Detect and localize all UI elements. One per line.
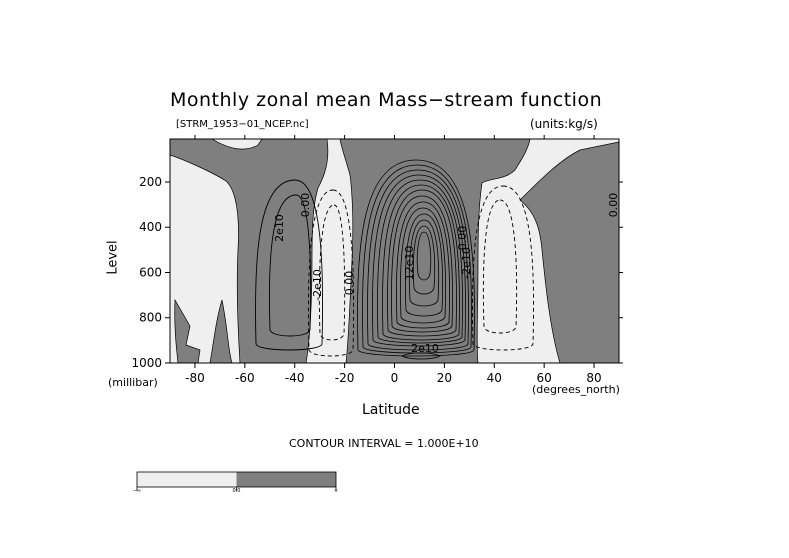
contour-hadley-13	[412, 225, 436, 295]
contour-hadley-3	[367, 169, 469, 351]
x-tick-label: 80	[586, 371, 601, 385]
y-tick-label: 1000	[131, 356, 162, 370]
contour-north-neg-2	[482, 199, 518, 334]
positive-region-south-low	[209, 299, 233, 363]
contour-label-1: 2e10	[273, 214, 286, 242]
contour-hadley-11	[404, 213, 444, 317]
contour-label-6: 0.00	[456, 226, 469, 251]
y-tick-label: 400	[139, 220, 162, 234]
contour-hadley-4	[372, 174, 466, 347]
y-tick-label: 800	[139, 311, 162, 325]
x-tick-label: 40	[487, 371, 502, 385]
y-tick-label: 200	[139, 175, 162, 189]
file-name-label: [STRM_1953−01_NCEP.nc]	[176, 119, 309, 130]
colorbar-label: −∞	[133, 488, 141, 494]
colorbar: −∞ 0.0 ∞	[133, 471, 338, 494]
x-tick-label: -40	[285, 371, 305, 385]
contour-south-pos-2	[268, 194, 312, 337]
y-axis-units: (millibar)	[108, 376, 158, 389]
contour-label-5: 12e10	[403, 246, 416, 281]
contour-hadley-12	[408, 219, 440, 307]
contour-south-neg-2	[318, 204, 346, 341]
x-tick-label: 0	[391, 371, 399, 385]
contour-label-2: 0.00	[299, 193, 312, 218]
x-axis-label: Latitude	[362, 402, 420, 418]
positive-region-north	[519, 141, 619, 363]
x-tick-label: 20	[437, 371, 452, 385]
contour-label-4: 0.00	[343, 271, 356, 296]
contour-south-neg-1	[307, 189, 355, 357]
contour-hadley-1	[357, 159, 475, 357]
colorbar-label: ∞	[334, 488, 338, 494]
contour-label-8: 2e10	[411, 342, 439, 355]
contour-interval-label: CONTOUR INTERVAL = 1.000E+10	[289, 437, 479, 450]
axes: -80 -60 -40 -20 0 20 40 60 80 200 400 600 800 1000	[131, 135, 623, 385]
contour-label-7: -2e10	[460, 247, 473, 279]
colorbar-negative-swatch	[137, 472, 237, 487]
contour-hadley-9	[396, 201, 450, 329]
units-label: (units:kg/s)	[530, 117, 598, 131]
contour-north-neg-1	[472, 185, 534, 351]
contour-hadley-10	[400, 207, 446, 324]
contour-south-pos-1	[255, 179, 324, 351]
contour-label-9: 0.00	[607, 193, 620, 218]
x-axis-units: (degrees_north)	[532, 383, 620, 396]
x-tick-label: 60	[537, 371, 552, 385]
contour-hadley-8	[391, 195, 453, 333]
colorbar-positive-swatch	[236, 472, 336, 487]
contour-hadley-5	[377, 179, 463, 344]
colorbar-label: 0.0	[233, 488, 241, 494]
y-tick-label: 600	[139, 265, 162, 279]
contour-hadley-14	[416, 231, 432, 281]
contour-hadley-7	[387, 189, 457, 337]
contour-hadley-6	[382, 184, 460, 341]
chart-title: Monthly zonal mean Mass−stream function	[170, 89, 603, 111]
x-tick-label: -60	[235, 371, 255, 385]
positive-region-polar-south	[174, 298, 201, 363]
x-tick-label: -20	[335, 371, 355, 385]
x-tick-label: -80	[185, 371, 205, 385]
contour-label-3: -2e10	[311, 269, 324, 301]
contour-hadley-bottom	[401, 352, 441, 360]
